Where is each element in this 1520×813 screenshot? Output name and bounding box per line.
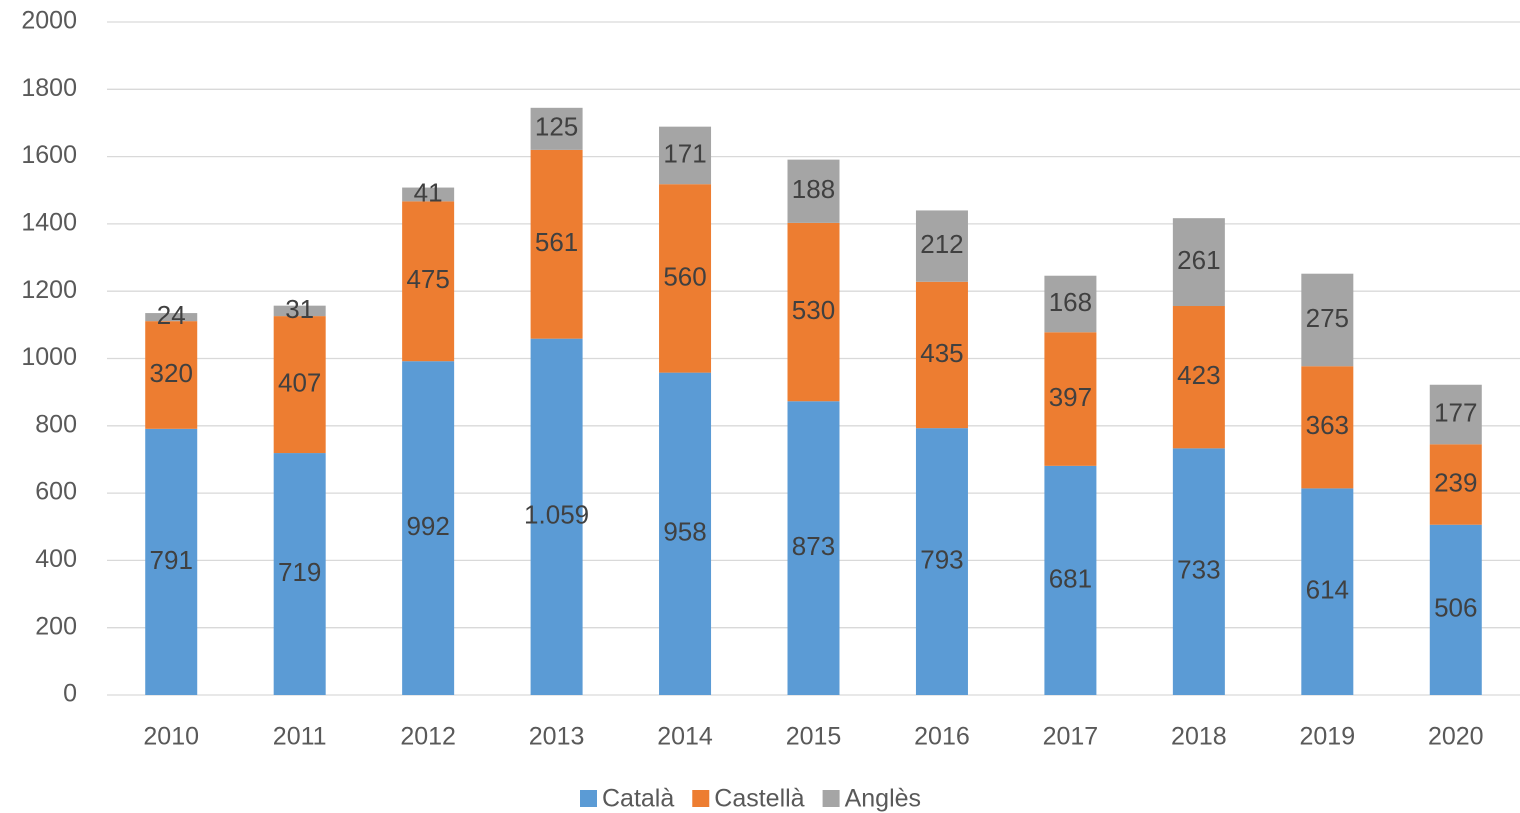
x-tick-label: 2012 [400, 723, 456, 751]
bar-segment [787, 401, 840, 695]
legend-swatch [580, 790, 597, 807]
bar-segment [1044, 275, 1097, 333]
bar-segment [659, 372, 712, 695]
legend-label: Català [602, 785, 674, 813]
bar-segment [530, 107, 583, 150]
data-label: 506 [1434, 593, 1477, 623]
bar-segment [402, 201, 455, 362]
x-tick-label: 2019 [1300, 723, 1356, 751]
x-tick-label: 2014 [657, 723, 713, 751]
y-tick-label: 200 [35, 612, 77, 640]
bar-segment [145, 313, 198, 322]
data-label: 41 [414, 177, 443, 207]
data-label: 275 [1306, 303, 1349, 333]
legend-swatch [692, 790, 710, 807]
y-tick-label: 1400 [21, 209, 77, 237]
bar-segment [1172, 448, 1225, 695]
bar-segment [787, 159, 840, 223]
data-label: 239 [1434, 467, 1477, 497]
data-label: 435 [920, 338, 963, 368]
data-label: 168 [1049, 287, 1092, 317]
bar-segment [402, 361, 455, 695]
legend-swatch [822, 790, 840, 807]
data-label: 791 [150, 545, 193, 575]
bar-segment [1044, 332, 1097, 466]
x-tick-label: 2011 [273, 723, 327, 751]
data-label: 24 [157, 300, 186, 330]
bar-segment [402, 187, 455, 202]
y-tick-label: 1800 [21, 74, 77, 102]
data-label: 560 [663, 261, 706, 291]
data-label: 530 [792, 295, 835, 325]
bar-segment [1172, 306, 1225, 449]
bar-segment [273, 305, 326, 317]
data-label: 397 [1049, 382, 1092, 412]
bar-segment [1172, 218, 1225, 307]
y-tick-label: 400 [35, 545, 77, 573]
bar-segment [915, 281, 968, 429]
bar-segment [145, 321, 198, 429]
data-label: 423 [1177, 360, 1220, 390]
bar-segment [145, 428, 198, 695]
data-label: 407 [278, 367, 321, 397]
data-label: 614 [1306, 575, 1349, 605]
x-tick-label: 2017 [1043, 723, 1099, 751]
bar-segment [787, 222, 840, 402]
x-tick-label: 2018 [1171, 723, 1227, 751]
data-label: 733 [1177, 555, 1220, 585]
data-label: 320 [150, 358, 193, 388]
data-label: 958 [663, 517, 706, 547]
data-label: 363 [1306, 410, 1349, 440]
data-label: 261 [1177, 245, 1220, 275]
data-label: 793 [920, 544, 963, 574]
y-tick-label: 0 [63, 680, 77, 708]
y-tick-label: 1200 [21, 276, 77, 304]
bar-segment [530, 338, 583, 695]
data-label: 681 [1049, 563, 1092, 593]
data-label: 992 [406, 511, 449, 541]
x-tick-label: 2013 [529, 723, 585, 751]
data-label: 125 [535, 112, 578, 142]
bar-segment [1429, 524, 1482, 695]
data-label: 475 [406, 264, 449, 294]
data-label: 188 [792, 174, 835, 204]
bar-segment [273, 453, 326, 695]
y-tick-label: 2000 [21, 7, 77, 35]
y-tick-label: 600 [35, 478, 77, 506]
bar-segment [1044, 465, 1097, 695]
bar-segment [1301, 273, 1354, 367]
data-label: 177 [1434, 397, 1477, 427]
data-label: 171 [663, 138, 706, 168]
data-label: 561 [535, 227, 578, 257]
x-tick-label: 2020 [1428, 723, 1484, 751]
legend-label: Anglès [845, 785, 921, 813]
data-label: 31 [285, 294, 314, 324]
y-tick-label: 1600 [21, 141, 77, 169]
bar-segment [1429, 384, 1482, 445]
legend-label: Castellà [714, 785, 804, 813]
data-label: 719 [278, 557, 321, 587]
bar-segment [659, 184, 712, 373]
y-tick-label: 800 [35, 410, 77, 438]
bar-segment [915, 428, 968, 695]
bar-segment [659, 126, 712, 185]
bar-segment [273, 316, 326, 454]
y-tick-label: 1000 [21, 343, 77, 371]
data-label: 212 [920, 229, 963, 259]
data-label: 873 [792, 531, 835, 561]
bar-segment [1429, 444, 1482, 525]
bar-segment [1301, 366, 1354, 489]
x-tick-label: 2016 [914, 723, 970, 751]
bar-segment [530, 149, 583, 339]
x-tick-label: 2015 [786, 723, 842, 751]
bar-segment [1301, 488, 1354, 695]
x-tick-label: 2010 [143, 723, 199, 751]
bar-segment [915, 210, 968, 282]
data-label: 1.059 [524, 500, 589, 530]
